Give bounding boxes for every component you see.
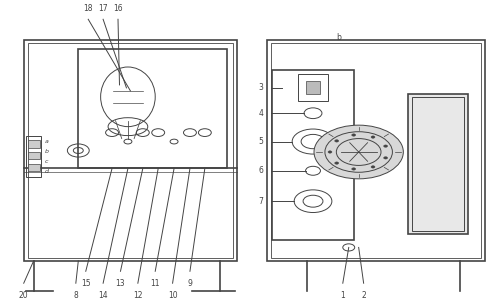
Text: 3: 3	[258, 83, 263, 92]
Bar	[26, 135, 41, 177]
Circle shape	[352, 168, 356, 170]
Circle shape	[384, 157, 388, 159]
Text: 5: 5	[258, 137, 263, 146]
Bar	[297, 75, 328, 101]
Text: 1: 1	[340, 291, 345, 300]
Circle shape	[371, 166, 375, 168]
Bar	[267, 40, 485, 261]
Bar	[305, 81, 320, 95]
Text: 9: 9	[188, 279, 193, 288]
Text: 2: 2	[361, 291, 366, 300]
Text: d: d	[45, 168, 49, 174]
Text: 8: 8	[73, 291, 78, 300]
Bar	[272, 70, 354, 240]
Bar	[27, 42, 233, 258]
Text: b: b	[336, 33, 341, 42]
Circle shape	[352, 134, 356, 136]
Text: b: b	[45, 149, 49, 154]
Bar	[271, 42, 481, 258]
Circle shape	[335, 162, 339, 164]
Circle shape	[384, 145, 388, 147]
Text: 20: 20	[19, 291, 28, 300]
Bar	[24, 40, 237, 261]
Text: 17: 17	[98, 4, 108, 13]
Circle shape	[371, 136, 375, 138]
Text: 16: 16	[113, 4, 123, 13]
Bar	[27, 152, 39, 159]
Circle shape	[328, 151, 332, 153]
Text: 10: 10	[168, 291, 178, 300]
Text: 7: 7	[258, 197, 263, 206]
Bar	[78, 49, 227, 168]
Text: a: a	[45, 139, 49, 144]
Text: c: c	[45, 159, 48, 164]
Bar	[408, 94, 468, 234]
Text: 14: 14	[98, 291, 108, 300]
Bar	[412, 97, 464, 231]
Circle shape	[335, 140, 339, 142]
Text: 11: 11	[151, 279, 160, 288]
Text: 18: 18	[83, 4, 93, 13]
Text: 4: 4	[258, 109, 263, 118]
Text: 12: 12	[133, 291, 143, 300]
Text: 13: 13	[116, 279, 125, 288]
Text: 15: 15	[81, 279, 90, 288]
Circle shape	[314, 125, 403, 179]
Bar	[27, 140, 39, 148]
Text: 6: 6	[258, 166, 263, 175]
Bar	[27, 164, 39, 171]
